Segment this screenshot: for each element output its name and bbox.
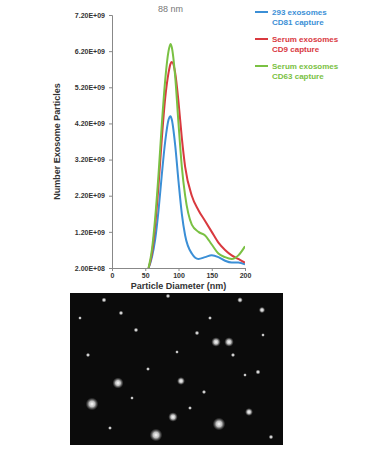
micrograph-background: [70, 293, 283, 445]
tick-label: 5.20E+09: [75, 84, 105, 91]
annotation: 88 nm: [158, 4, 183, 14]
micrograph-dot: [101, 297, 106, 302]
y-tick: 6.20E+09: [75, 48, 112, 55]
micrograph-dot: [146, 367, 150, 371]
micrograph-dot: [224, 337, 234, 347]
micrograph-dot: [213, 418, 226, 431]
micrograph-dot: [255, 369, 260, 374]
tick-label: 100: [173, 272, 185, 279]
tick-label: 3.20E+09: [75, 156, 105, 163]
tick-mark: [109, 160, 112, 161]
y-tick: 5.20E+09: [75, 84, 112, 91]
tick-mark: [109, 87, 112, 88]
y-tick: 1.20E+09: [75, 229, 112, 236]
tick-mark: [109, 232, 112, 233]
legend-label: 293 exosomesCD81 capture: [272, 8, 327, 27]
micrograph-dot: [231, 353, 235, 357]
series-line: [149, 116, 245, 268]
y-tick: 3.20E+09: [75, 156, 112, 163]
chart: 2.00E+08 1.20E+09 2.20E+09 3.20E+09 4.20E+09…: [0, 0, 368, 455]
legend-swatch: [255, 65, 268, 67]
x-axis-title: Particle Diameter (nm): [131, 281, 227, 291]
x-tick: 100: [173, 268, 185, 279]
y-axis-title: Number Exosome Particles: [52, 83, 62, 200]
tick-mark: [109, 268, 112, 269]
tick-mark: [112, 268, 113, 271]
series-line: [149, 44, 245, 268]
tick-label: 50: [142, 272, 150, 279]
tick-mark: [109, 15, 112, 16]
tick-label: 150: [206, 272, 218, 279]
tick-mark: [245, 268, 246, 271]
x-tick: 0: [111, 268, 115, 279]
tick-label: 200: [240, 272, 252, 279]
micrograph-dot: [168, 412, 178, 422]
micrograph-dot: [195, 331, 200, 336]
micrograph-dot: [166, 294, 171, 299]
micrograph-dot: [108, 426, 112, 430]
y-tick: 2.00E+08: [75, 265, 112, 272]
micrograph-dot: [134, 328, 139, 333]
micrograph-dot: [119, 311, 124, 316]
x-tick: 150: [206, 268, 218, 279]
plot-area: [149, 44, 245, 268]
x-tick: 200: [240, 268, 252, 279]
axis-line: [113, 269, 246, 272]
tick-mark: [109, 51, 112, 52]
x-tick: 50: [142, 268, 150, 279]
tick-label: 6.20E+09: [75, 48, 105, 55]
micrograph-dot: [202, 390, 206, 394]
micrograph-dot: [259, 307, 265, 313]
tick-label: 2.20E+09: [75, 192, 105, 199]
tick-label: 0: [111, 272, 115, 279]
micrograph-dot: [243, 373, 247, 377]
tick-mark: [179, 268, 180, 271]
micrograph-dot: [208, 316, 212, 320]
y-tick: 2.20E+09: [75, 192, 112, 199]
legend: 293 exosomesCD81 capture Serum exosomesCD…: [255, 8, 339, 81]
series-line: [149, 62, 245, 268]
tick-mark: [212, 268, 213, 271]
micrograph-dot: [245, 408, 253, 416]
tick-mark: [109, 123, 112, 124]
axis-line: [109, 16, 113, 269]
micrograph-dot: [86, 353, 90, 357]
tick-label: 4.20E+09: [75, 120, 105, 127]
micrograph-dot: [112, 377, 123, 388]
tick-mark: [145, 268, 146, 271]
x-axis: 0 50 100 150 200: [111, 268, 252, 279]
micrograph-dot: [211, 337, 221, 347]
tick-label: 2.00E+08: [75, 265, 105, 272]
legend-swatch: [255, 38, 268, 40]
micrograph-dot: [86, 398, 99, 411]
micrograph-dot: [130, 396, 134, 400]
legend-label: Serum exosomesCD63 capture: [272, 62, 339, 81]
micrograph-dot: [237, 297, 243, 303]
y-tick: 4.20E+09: [75, 120, 112, 127]
legend-swatch: [255, 11, 268, 13]
micrograph-dot: [261, 333, 265, 337]
micrograph-dot: [78, 316, 82, 320]
micrograph-dot: [188, 406, 192, 410]
micrograph-dot: [177, 377, 185, 385]
y-tick: 7.20E+09: [75, 12, 112, 19]
tick-mark: [109, 196, 112, 197]
tick-label: 1.20E+09: [75, 229, 105, 236]
micrograph-dot: [150, 429, 163, 442]
legend-label: Serum exosomesCD9 capture: [272, 35, 339, 54]
micrograph-dot: [175, 350, 179, 354]
micrograph: [70, 293, 283, 445]
micrograph-dot: [269, 435, 274, 440]
tick-label: 7.20E+09: [75, 12, 105, 19]
y-axis: 2.00E+08 1.20E+09 2.20E+09 3.20E+09 4.20E+09…: [75, 12, 113, 272]
